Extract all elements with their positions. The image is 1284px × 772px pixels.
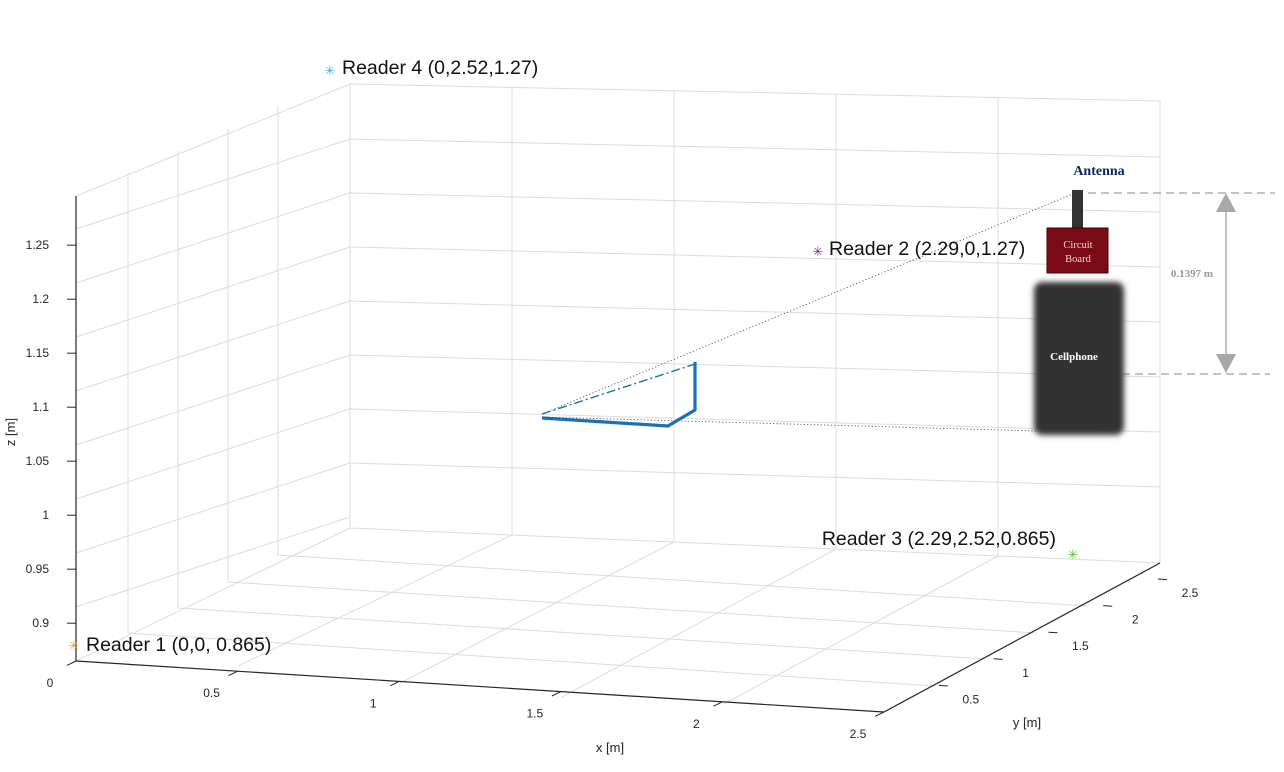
axis-ticks: 0 0.5 1 1.5 2 2.5 0.5 1 1.5 2 2.5 0.9 0.95 1 1.05 1.1 1.… (26, 238, 1199, 741)
antenna-label: Antenna (1073, 164, 1124, 179)
z-tick-label: 1.2 (32, 292, 49, 306)
dimension-arrow-icon (1216, 193, 1236, 373)
circuit-board-icon (1046, 227, 1109, 274)
y-tick-mark (938, 684, 948, 687)
left-wall-grid (75, 83, 351, 633)
x-tick-mark (66, 660, 77, 666)
y-tick-mark (1048, 631, 1058, 634)
trajectory-projection-line (541, 363, 696, 415)
y-tick-label: 1 (1022, 666, 1029, 680)
z-axis-label: z [m] (3, 418, 18, 446)
z-tick-label: 1.1 (32, 400, 49, 414)
x-tick-label: 1.5 (526, 707, 543, 721)
guide-lines (541, 192, 1275, 432)
z-tick-label: 0.9 (32, 616, 49, 630)
floor-grid (75, 527, 1089, 705)
x-tick-label: 2.5 (850, 727, 867, 741)
x-tick-mark (228, 670, 238, 677)
x-tick-mark (713, 701, 723, 707)
x-tick-label: 1 (370, 696, 377, 710)
reader-marker: ✳ (325, 63, 336, 78)
dimension-label: 0.1397 m (1171, 268, 1213, 280)
circuit-board-label-line2: Board (1065, 254, 1091, 265)
back-wall-grid (349, 83, 1161, 564)
z-tick-label: 0.95 (26, 562, 50, 576)
x-tick-mark (874, 711, 885, 717)
x-tick-mark (551, 691, 562, 697)
reader-marker: ✳ (813, 244, 824, 259)
x-tick-label: 0 (47, 676, 54, 690)
reader-marker: ✳ (69, 638, 80, 653)
trajectory-series (541, 362, 697, 428)
cellphone-label: Cellphone (1050, 351, 1098, 363)
y-tick-mark (993, 658, 1003, 660)
axes (75, 196, 1161, 713)
y-tick-label: 2 (1132, 613, 1139, 627)
reader-marker: ✳ (1068, 547, 1079, 562)
y-tick-label: 1.5 (1072, 639, 1089, 653)
axis-labels: x [m] y [m] z [m] (3, 418, 1041, 755)
y-axis-label: y [m] (1013, 715, 1041, 730)
circuit-board-label-line1: Circuit (1063, 240, 1092, 251)
reader-label: Reader 2 (2.29,0,1.27) (829, 238, 1025, 260)
x-tick-label: 0.5 (203, 686, 220, 700)
cellphone-icon (1034, 282, 1124, 435)
reader-markers: ✳ Reader 1 (0,0, 0.865) ✳ Reader 2 (2.29,0,… (69, 57, 1079, 656)
device-illustration: Antenna Circuit Board Cellphone 0.1397 m (1034, 164, 1236, 435)
y-tick-label: 2.5 (1182, 586, 1199, 600)
trajectory-solid-line (541, 362, 697, 428)
reader-label: Reader 4 (0,2.52,1.27) (342, 57, 538, 79)
z-tick-label: 1.15 (26, 346, 50, 360)
x-tick-label: 2 (693, 717, 700, 731)
z-tick-label: 1.05 (26, 454, 50, 468)
reader-label: Reader 3 (2.29,2.52,0.865) (822, 528, 1056, 550)
reader-label: Reader 1 (0,0, 0.865) (86, 634, 271, 656)
z-tick-label: 1 (42, 508, 49, 522)
y-tick-mark (1103, 605, 1113, 607)
antenna-icon (1072, 190, 1083, 228)
y-tick-label: 0.5 (962, 692, 979, 706)
x-tick-mark (389, 680, 400, 687)
x-axis-label: x [m] (596, 740, 624, 755)
y-tick-mark (1157, 578, 1168, 581)
z-tick-label: 1.25 (26, 238, 50, 252)
